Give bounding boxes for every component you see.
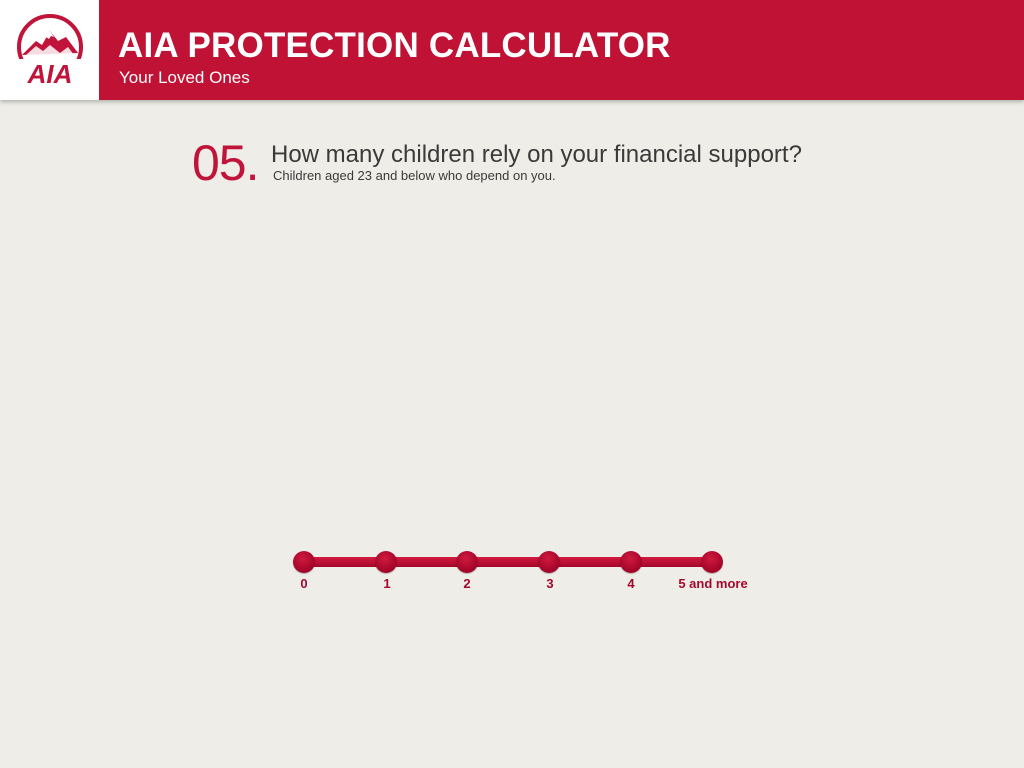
slider-track[interactable]: [304, 557, 713, 567]
slider-label-5-and-more[interactable]: 5 and more: [678, 576, 748, 591]
question-text: How many children rely on your financial…: [271, 141, 802, 168]
header-bar: AIA AIA PROTECTION CALCULATOR Your Loved…: [0, 0, 1024, 100]
aia-logo: AIA: [0, 0, 99, 100]
slider-stop-0[interactable]: [293, 551, 315, 573]
logo-text: AIA: [27, 59, 73, 87]
slider-label-2[interactable]: 2: [463, 576, 471, 591]
aia-logo-icon: AIA: [16, 14, 84, 87]
slider-label-3[interactable]: 3: [546, 576, 554, 591]
slider-stop-2[interactable]: [456, 551, 478, 573]
slider-stop-3[interactable]: [538, 551, 560, 573]
question-subtext: Children aged 23 and below who depend on…: [273, 168, 556, 183]
children-count-slider[interactable]: 0 1 2 3 4 5 and more: [280, 540, 780, 600]
slider-stop-1[interactable]: [375, 551, 397, 573]
slider-stop-5-and-more[interactable]: [701, 551, 723, 573]
app-title: AIA PROTECTION CALCULATOR: [118, 26, 671, 65]
slider-label-0[interactable]: 0: [300, 576, 308, 591]
slider-label-4[interactable]: 4: [627, 576, 635, 591]
question-number: 05.: [192, 135, 260, 191]
slider-stop-4[interactable]: [620, 551, 642, 573]
slider-label-1[interactable]: 1: [383, 576, 391, 591]
app-subtitle: Your Loved Ones: [119, 68, 250, 87]
